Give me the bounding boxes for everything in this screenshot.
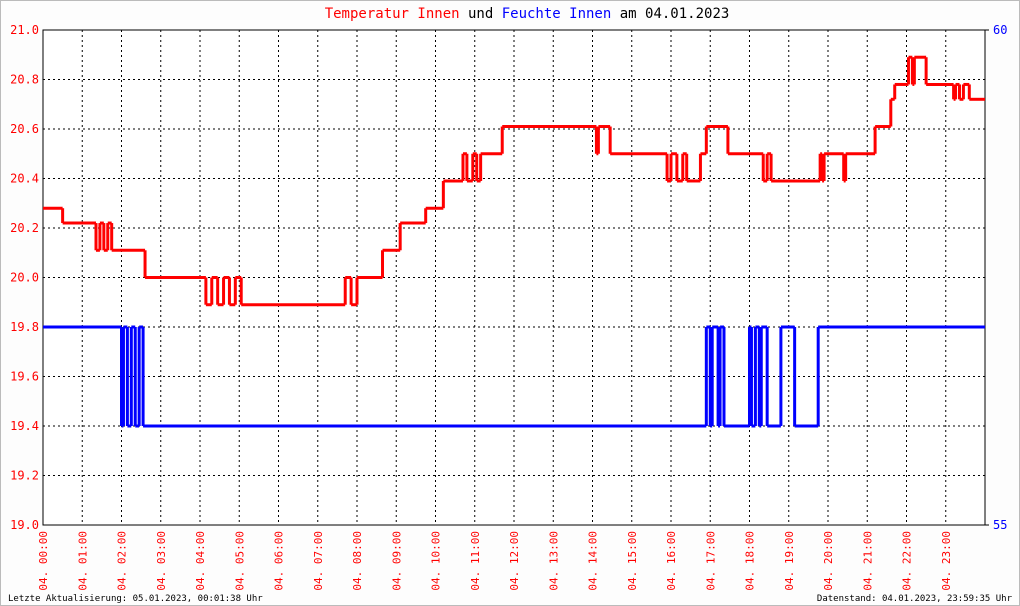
x-tick-label: 04. 17:00 (704, 531, 717, 591)
x-tick-label: 04. 19:00 (783, 531, 796, 591)
x-tick-label: 04. 22:00 (901, 531, 914, 591)
footer-left: Letzte Aktualisierung: 05.01.2023, 00:01… (8, 594, 263, 604)
y-tick-label: 19.0 (10, 518, 39, 532)
y-tick-label: 19.2 (10, 469, 39, 483)
x-tick-label: 04. 10:00 (430, 531, 443, 591)
y-tick-label: 20.2 (10, 221, 39, 235)
chart-title: Temperatur Innen und Feuchte Innen am 04… (325, 6, 730, 22)
y-tick-label: 21.0 (10, 23, 39, 37)
y-tick-label: 19.8 (10, 320, 39, 334)
x-tick-label: 04. 01:00 (76, 531, 89, 591)
x-tick-label: 04. 02:00 (116, 531, 129, 591)
x-tick-label: 04. 03:00 (155, 531, 168, 591)
y-tick-label: 19.6 (10, 370, 39, 384)
x-tick-label: 04. 05:00 (233, 531, 246, 591)
x-tick-label: 04. 18:00 (744, 531, 757, 591)
y2-tick-label: 55 (993, 518, 1007, 532)
x-tick-label: 04. 12:00 (508, 531, 521, 591)
x-tick-label: 04. 04:00 (194, 531, 207, 591)
x-tick-label: 04. 15:00 (626, 531, 639, 591)
x-tick-label: 04. 21:00 (861, 531, 874, 591)
x-tick-label: 04. 14:00 (587, 531, 600, 591)
x-tick-label: 04. 00:00 (37, 531, 50, 591)
x-tick-label: 04. 06:00 (273, 531, 286, 591)
plot-border (42, 29, 986, 526)
title-suffix: am 04.01.2023 (620, 6, 730, 22)
x-tick-label: 04. 20:00 (822, 531, 835, 591)
y-tick-label: 20.6 (10, 122, 39, 136)
x-tick-label: 04. 16:00 (665, 531, 678, 591)
y-tick-label: 20.4 (10, 172, 39, 186)
x-tick-label: 04. 23:00 (940, 531, 953, 591)
x-tick-label: 04. 11:00 (469, 531, 482, 591)
y-tick-label: 19.4 (10, 419, 39, 433)
x-tick-label: 04. 09:00 (390, 531, 403, 591)
x-tick-label: 04. 13:00 (547, 531, 560, 591)
y-tick-label: 20.8 (10, 73, 39, 87)
footer-right: Datenstand: 04.01.2023, 23:59:35 Uhr (817, 594, 1013, 604)
title-connector: und (468, 6, 493, 22)
title-series-1: Temperatur Innen (325, 6, 460, 22)
title-series-2: Feuchte Innen (502, 6, 612, 22)
y-tick-label: 20.0 (10, 271, 39, 285)
x-tick-label: 04. 08:00 (351, 531, 364, 591)
y2-tick-label: 60 (993, 23, 1007, 37)
x-tick-label: 04. 07:00 (312, 531, 325, 591)
